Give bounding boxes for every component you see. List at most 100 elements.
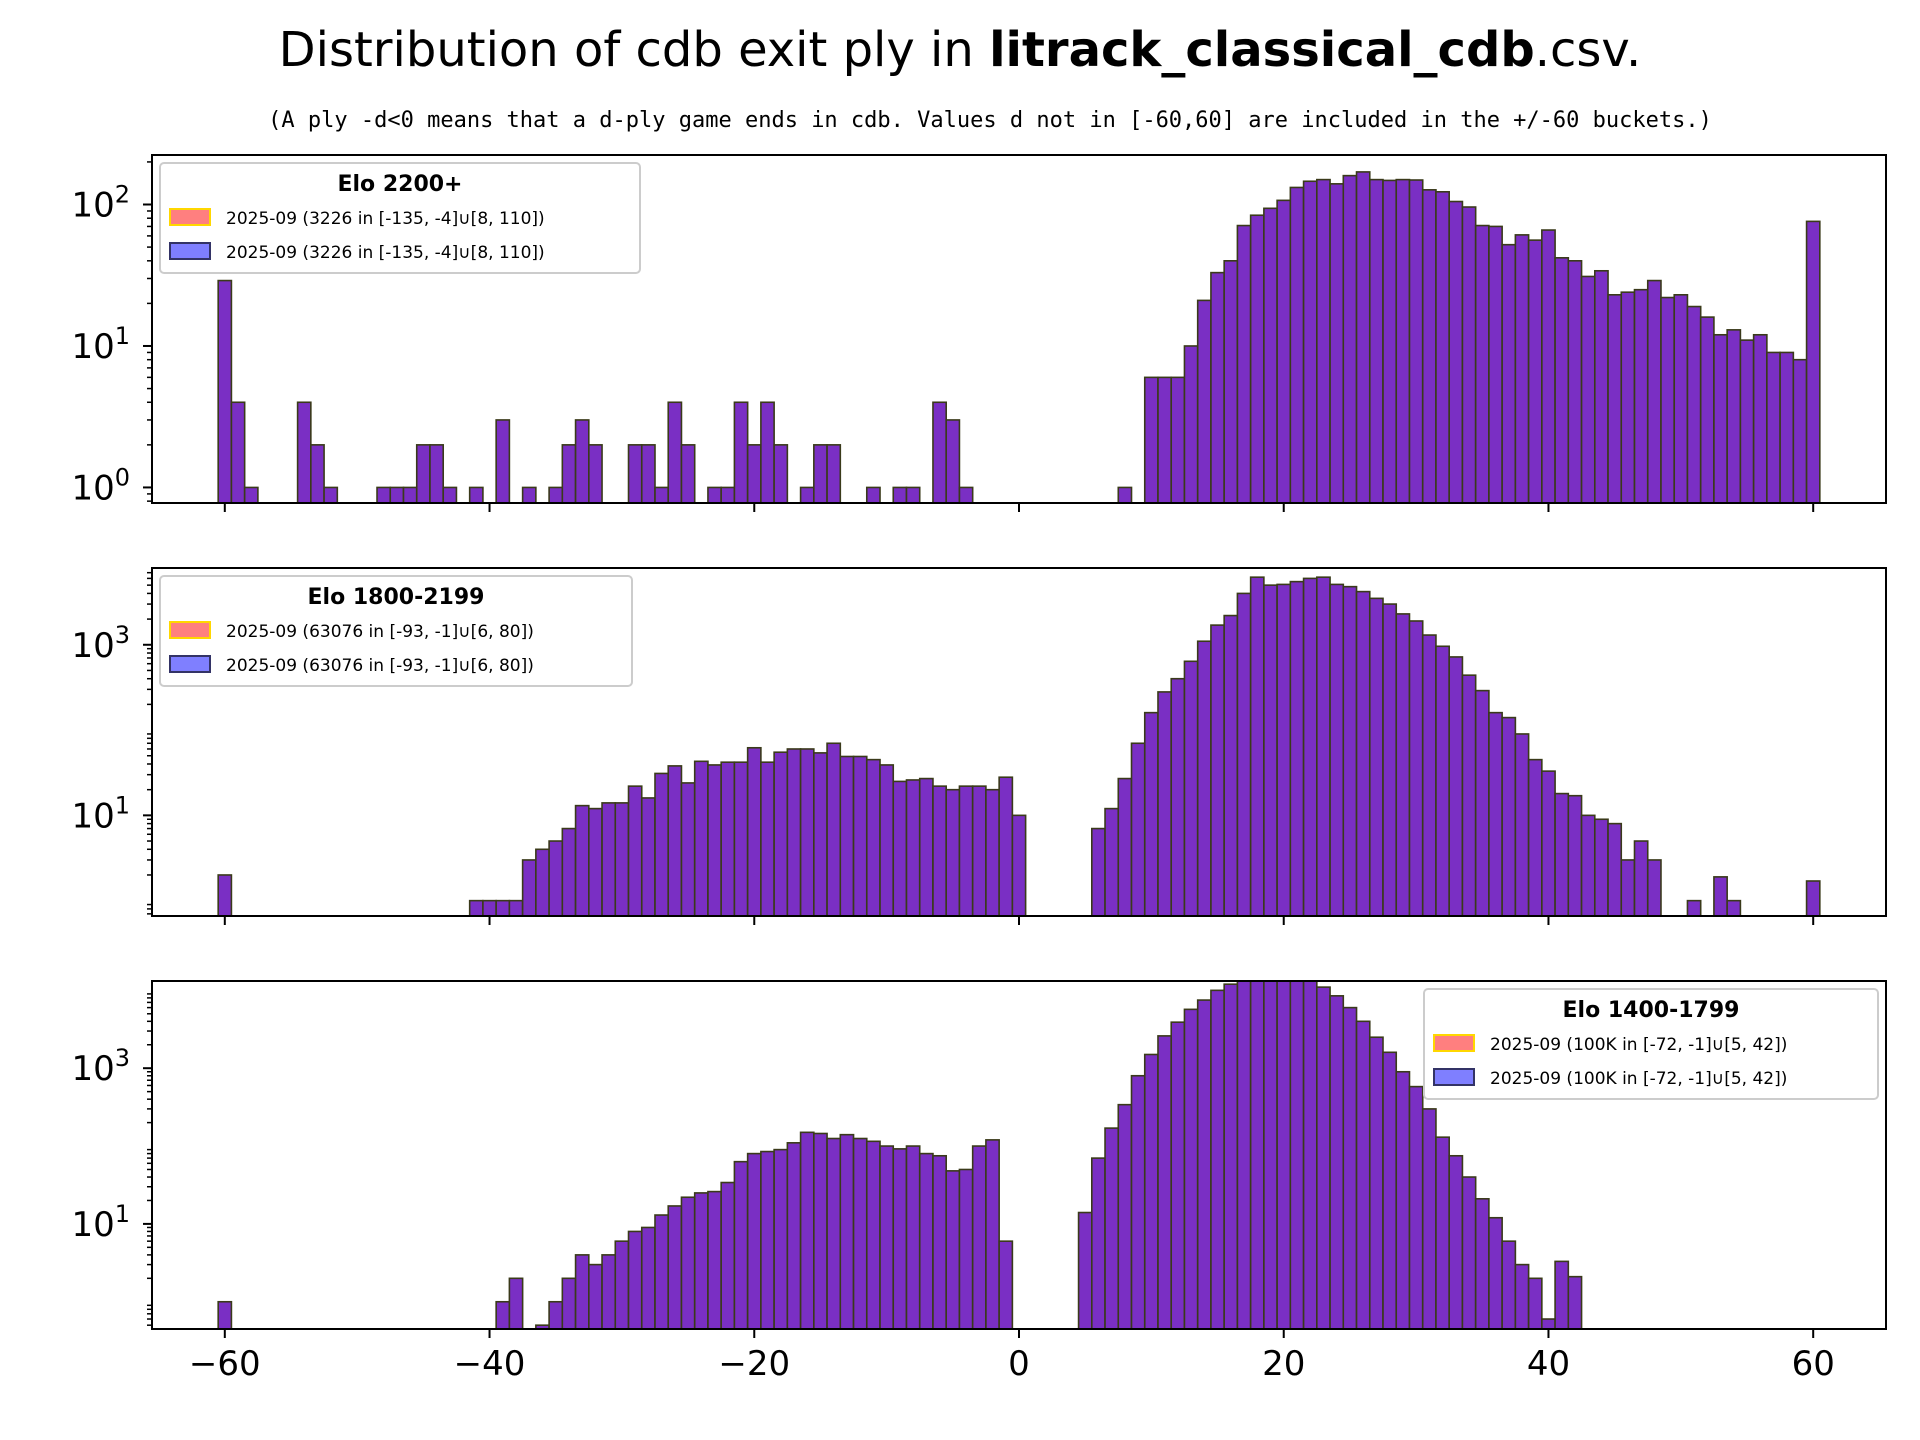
histogram-bar — [1117, 1103, 1133, 1329]
histogram-bar — [746, 444, 762, 503]
title-prefix: Distribution of cdb exit ply in — [278, 22, 990, 78]
histogram-bar — [1527, 239, 1543, 503]
x-tick-label: −60 — [189, 1344, 261, 1384]
histogram-bar — [1263, 207, 1278, 503]
histogram-bar — [640, 1226, 656, 1329]
histogram-bar — [1408, 179, 1424, 503]
histogram-bar — [1355, 171, 1371, 503]
histogram-bar — [1223, 260, 1239, 503]
histogram-bar — [588, 807, 603, 916]
histogram-bar — [1236, 981, 1252, 1329]
histogram-bar — [905, 1145, 921, 1329]
histogram-bar — [1130, 1074, 1146, 1329]
histogram-bar — [1408, 1085, 1424, 1329]
histogram-bar — [1567, 1275, 1583, 1329]
histogram-bar — [627, 785, 643, 916]
histogram-bar — [495, 1300, 511, 1329]
histogram-bar — [826, 1137, 842, 1329]
histogram-bar — [548, 1300, 564, 1329]
histogram-bar — [1461, 1176, 1477, 1329]
histogram-bar — [243, 486, 259, 503]
histogram-bar — [1421, 634, 1437, 916]
bars-group — [217, 171, 1821, 503]
histogram-bar — [720, 761, 736, 916]
histogram-bar — [1249, 981, 1265, 1329]
histogram-bar — [945, 419, 961, 503]
histogram-bar — [561, 1277, 577, 1329]
histogram-bar — [1421, 189, 1437, 503]
histogram-bar — [1355, 590, 1371, 916]
histogram-bar — [1210, 624, 1225, 916]
legend-swatch-blue — [169, 242, 211, 260]
histogram-bar — [614, 1240, 630, 1329]
legend-swatch-red — [169, 621, 211, 639]
histogram-bar — [1514, 1263, 1530, 1329]
histogram-bar — [1302, 981, 1318, 1329]
histogram-bar — [1236, 592, 1252, 916]
histogram-bar — [1183, 345, 1199, 503]
histogram-bar — [773, 444, 789, 503]
histogram-bar — [786, 1142, 802, 1329]
panel-2: 101 103 Elo 1800-2199 2025-09 (63076 in [-9… — [71, 567, 1887, 925]
histogram-bar — [733, 761, 749, 916]
histogram-bar — [945, 788, 961, 916]
histogram-bar — [1011, 814, 1027, 916]
histogram-bar — [1541, 229, 1556, 503]
histogram-bar — [1673, 294, 1689, 503]
histogram-bar — [707, 764, 722, 916]
histogram-bar — [1368, 178, 1384, 503]
legend-entry-label: 2025-09 (3226 in [-135, -4]∪[8, 110]) — [226, 209, 545, 229]
histogram-bar — [1435, 190, 1450, 503]
histogram-bar — [1699, 316, 1715, 503]
histogram-bar — [429, 444, 445, 503]
histogram-bar — [971, 1145, 987, 1329]
histogram-bar — [601, 802, 617, 916]
histogram-bar — [1792, 358, 1808, 503]
y-tick-label: 103 — [71, 1044, 130, 1089]
bars-group — [217, 576, 1821, 916]
histogram-bar — [614, 802, 630, 916]
histogram-bar — [442, 486, 458, 503]
histogram-bar — [1382, 179, 1398, 503]
histogram-bar — [654, 772, 670, 916]
histogram-bar — [693, 1192, 709, 1329]
legend-title: Elo 1800-2199 — [308, 585, 485, 610]
histogram-bar — [1342, 1006, 1358, 1329]
histogram-bar — [852, 1137, 868, 1329]
histogram-bar — [1170, 1021, 1186, 1329]
histogram-bar — [1196, 640, 1212, 916]
histogram-bar — [415, 444, 431, 503]
histogram-bar — [1077, 1211, 1093, 1329]
histogram-bar — [746, 746, 762, 916]
histogram-bar — [230, 401, 246, 503]
x-tick-label: −40 — [454, 1344, 526, 1384]
histogram-bar — [1368, 597, 1384, 916]
histogram-bar — [813, 752, 828, 916]
histogram-bar — [707, 1190, 722, 1329]
histogram-bar — [1567, 260, 1583, 503]
histogram-bar — [1501, 716, 1517, 916]
histogram-bar — [760, 401, 775, 503]
bars-group — [217, 981, 1583, 1329]
histogram-bar — [1646, 279, 1662, 503]
histogram-bar — [1157, 691, 1173, 916]
histogram-bar — [786, 748, 802, 916]
histogram-bar — [217, 874, 233, 916]
histogram-bar — [1196, 299, 1212, 503]
histogram-bar — [813, 444, 828, 503]
x-tick-label: 60 — [1792, 1344, 1835, 1384]
histogram-bar — [1805, 880, 1821, 916]
histogram-bar — [985, 1139, 1000, 1329]
histogram-bar — [998, 1240, 1014, 1329]
legend-box — [159, 162, 641, 274]
histogram-bar — [852, 755, 868, 916]
histogram-bar — [1448, 656, 1464, 916]
histogram-bar — [217, 1300, 233, 1329]
histogram-bar — [1117, 486, 1133, 503]
histogram-bar — [1580, 275, 1596, 503]
histogram-bar — [1726, 899, 1742, 916]
histogram-bar — [588, 1263, 603, 1329]
histogram-bar — [574, 1254, 590, 1329]
histogram-bar — [654, 1214, 670, 1329]
panel-1: 100 101 102 Elo 2200+ 2025-09 (3226 in [-135… — [71, 154, 1887, 512]
